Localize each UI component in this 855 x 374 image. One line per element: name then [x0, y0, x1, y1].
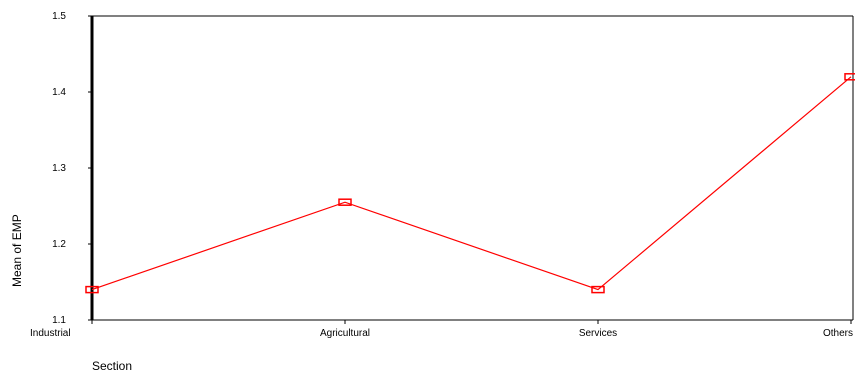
data-point-marker — [844, 73, 855, 81]
x-tick-label: Others — [823, 328, 853, 339]
plot-frame — [90, 15, 854, 321]
data-point-marker — [591, 285, 605, 294]
y-axis-ticks: 1.1 1.2 1.3 1.4 1.5 — [52, 11, 92, 326]
data-point-marker — [338, 198, 352, 206]
series-line — [91, 76, 852, 291]
y-axis-title: Mean of EMP — [10, 214, 24, 287]
x-tick-label: Agricultural — [320, 328, 370, 339]
x-tick-label: Services — [579, 328, 617, 339]
y-tick-label: 1.5 — [52, 11, 66, 22]
y-tick-label: 1.1 — [52, 315, 66, 326]
y-tick-label: 1.3 — [52, 163, 66, 174]
y-tick-label: 1.2 — [52, 239, 66, 250]
data-point-marker — [85, 285, 99, 294]
y-tick-label: 1.4 — [52, 87, 66, 98]
series-group — [85, 73, 855, 294]
x-axis-title: Section — [92, 359, 132, 373]
x-axis-ticks: Industrial Agricultural Services Others — [30, 320, 853, 339]
x-tick-label: Industrial — [30, 328, 71, 339]
